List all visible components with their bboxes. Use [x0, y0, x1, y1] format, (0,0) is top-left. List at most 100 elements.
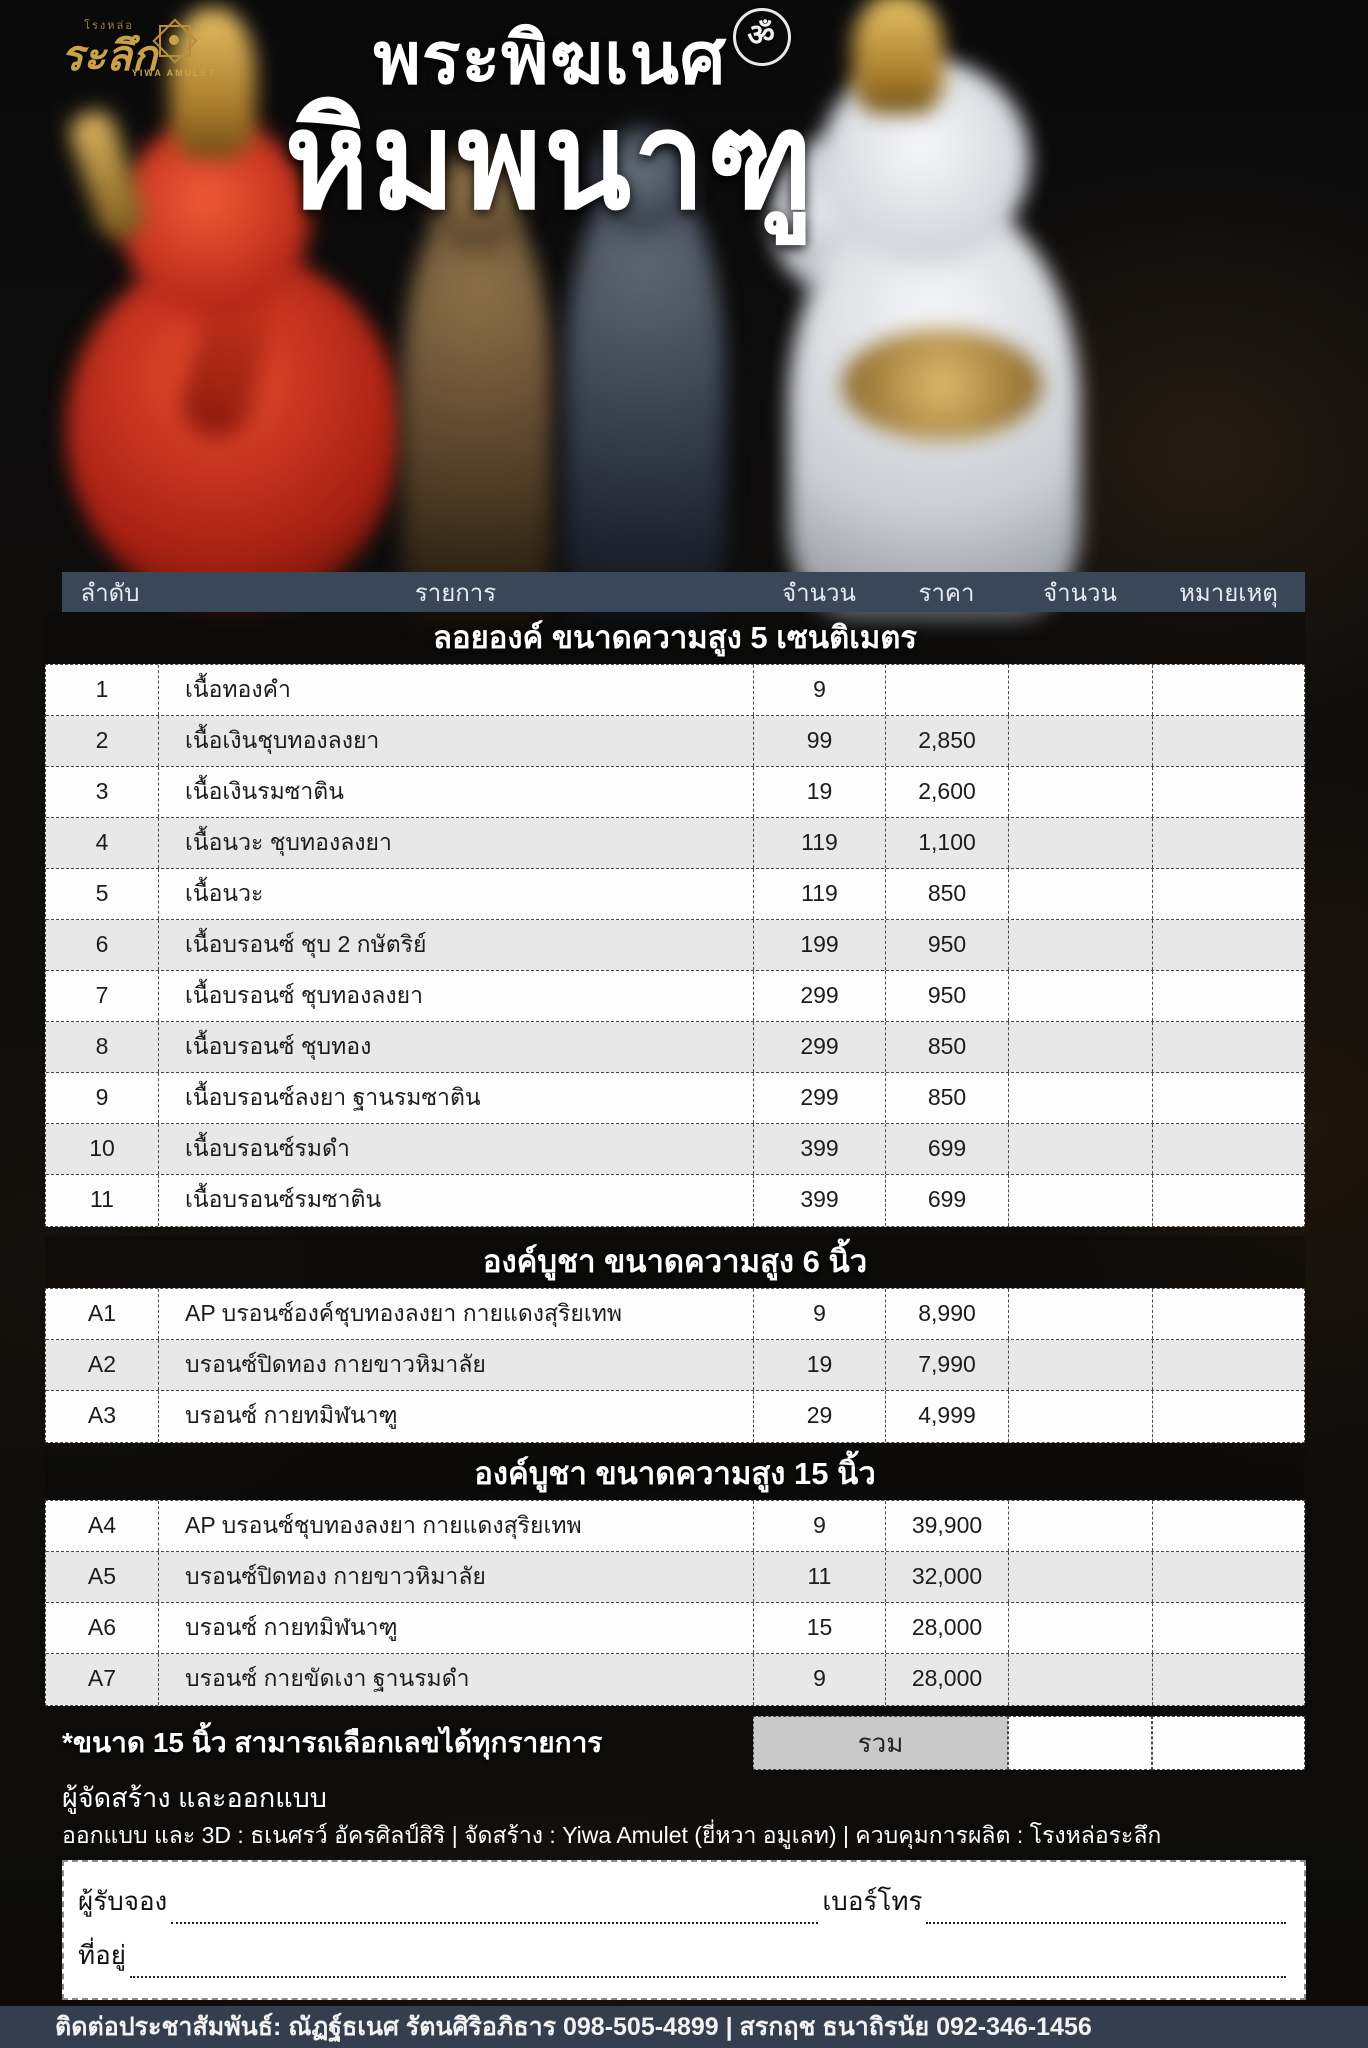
- row-item: เนื้อเงินชุบทองลงยา: [159, 716, 754, 766]
- address-fill-line: [130, 1946, 1286, 1978]
- row-no: 7: [46, 971, 159, 1021]
- row-no: 6: [46, 920, 159, 970]
- row-no: A5: [46, 1552, 159, 1602]
- row-qty: 399: [754, 1124, 886, 1174]
- row-order-qty-cell: [1009, 1124, 1153, 1174]
- hero-artwork: [0, 0, 1368, 680]
- row-qty: 29: [754, 1391, 886, 1442]
- price-list: ลอยองค์ ขนาดความสูง 5 เซนติเมตร 1 เนื้อทอง…: [45, 612, 1305, 1706]
- row-item: บรอนซ์ กายทมิฬนาฑู: [159, 1603, 754, 1653]
- bronze-statue-image: [402, 195, 552, 625]
- row-note-cell: [1153, 767, 1306, 817]
- row-order-qty-cell: [1009, 1654, 1153, 1705]
- row-order-qty-cell: [1009, 1073, 1153, 1123]
- row-note-cell: [1153, 971, 1306, 1021]
- column-header-price: ราคา: [918, 579, 975, 607]
- table-row: 5 เนื้อนวะ 119 850: [46, 869, 1304, 920]
- row-item: AP บรอนซ์องค์ชุบทองลงยา กายแดงสุริยเทพ: [159, 1289, 754, 1339]
- row-item: เนื้อทองคำ: [159, 665, 754, 715]
- row-no: 3: [46, 767, 159, 817]
- phone-fill-line: [926, 1892, 1286, 1924]
- row-item: เนื้อบรอนซ์รมดำ: [159, 1124, 754, 1174]
- table-row: 9 เนื้อบรอนซ์ลงยา ฐานรมซาติน 299 850: [46, 1073, 1304, 1124]
- orderer-line: ผู้รับจอง เบอร์โทร: [78, 1880, 1290, 1924]
- row-note-cell: [1153, 1391, 1306, 1442]
- raluek-logo-small-text: โรงหล่อ: [84, 20, 134, 32]
- yiwa-logo-text: YIWA AMULET: [131, 68, 217, 78]
- section-title: องค์บูชา ขนาดความสูง 6 นิ้ว: [45, 1236, 1305, 1288]
- row-price: 950: [886, 920, 1009, 970]
- row-note-cell: [1153, 1124, 1306, 1174]
- row-qty: 9: [754, 665, 886, 715]
- row-no: A3: [46, 1391, 159, 1442]
- row-price: 4,999: [886, 1391, 1009, 1442]
- total-note-cell: [1152, 1716, 1305, 1770]
- row-no: 1: [46, 665, 159, 715]
- address-line: ที่อยู่: [78, 1934, 1290, 1978]
- column-header-item: รายการ: [414, 579, 497, 607]
- row-order-qty-cell: [1009, 1289, 1153, 1339]
- total-label-cell: รวม: [753, 1716, 1008, 1770]
- yiwa-amulet-logo: YIWA AMULET: [128, 18, 220, 78]
- row-no: 2: [46, 716, 159, 766]
- table-row: A4 AP บรอนซ์ชุบทองลงยา กายแดงสุริยเทพ 9 39,…: [46, 1501, 1304, 1552]
- raluek-foundry-logo: โรงหล่อ ระลึก: [34, 16, 184, 78]
- row-note-cell: [1153, 665, 1306, 715]
- row-price: 32,000: [886, 1552, 1009, 1602]
- row-price: 28,000: [886, 1654, 1009, 1705]
- address-label: ที่อยู่: [78, 1940, 126, 1970]
- row-item: เนื้อบรอนซ์ลงยา ฐานรมซาติน: [159, 1073, 754, 1123]
- row-item: เนื้อเงินรมซาติน: [159, 767, 754, 817]
- row-order-qty-cell: [1009, 1501, 1153, 1551]
- table-row: A5 บรอนซ์ปิดทอง กายขาวหิมาลัย 11 32,000: [46, 1552, 1304, 1603]
- row-qty: 15: [754, 1603, 886, 1653]
- poster-title-line2: หิมพนาฑู: [284, 81, 816, 241]
- row-item: เนื้อบรอนซ์ ชุบ 2 กษัตริย์: [159, 920, 754, 970]
- row-price: 8,990: [886, 1289, 1009, 1339]
- row-order-qty-cell: [1009, 767, 1153, 817]
- makers-credit-line: ออกแบบ และ 3D : ธเนศรว์ อัครศิลป์สิริ | …: [62, 1822, 1162, 1848]
- row-order-qty-cell: [1009, 818, 1153, 868]
- table-row: A7 บรอนซ์ กายขัดเงา ฐานรมดำ 9 28,000: [46, 1654, 1304, 1705]
- row-price: 1,100: [886, 818, 1009, 868]
- table-row: A1 AP บรอนซ์องค์ชุบทองลงยา กายแดงสุริยเทพ…: [46, 1289, 1304, 1340]
- price-table: 1 เนื้อทองคำ 9 2 เนื้อเงินชุบทองลงยา 99 2,850 3…: [45, 664, 1305, 1227]
- row-no: A1: [46, 1289, 159, 1339]
- row-note-cell: [1153, 818, 1306, 868]
- contact-footer-bar: ติดต่อประชาสัมพันธ์: ณัฏฐ์ธเนศ รัตนศิริอ…: [0, 2006, 1368, 2048]
- row-item: บรอนซ์ กายขัดเงา ฐานรมดำ: [159, 1654, 754, 1705]
- row-note-cell: [1153, 1022, 1306, 1072]
- column-header-note: หมายเหตุ: [1179, 579, 1278, 607]
- row-price: 699: [886, 1124, 1009, 1174]
- raluek-logo-text: ระลึก: [60, 31, 158, 80]
- section-title: ลอยองค์ ขนาดความสูง 5 เซนติเมตร: [45, 612, 1305, 664]
- section-title: องค์บูชา ขนาดความสูง 15 นิ้ว: [45, 1448, 1305, 1500]
- row-note-cell: [1153, 1289, 1306, 1339]
- row-note-cell: [1153, 1654, 1306, 1705]
- table-row: 1 เนื้อทองคำ 9: [46, 665, 1304, 716]
- row-order-qty-cell: [1009, 716, 1153, 766]
- row-no: 9: [46, 1073, 159, 1123]
- table-section: องค์บูชา ขนาดความสูง 15 นิ้ว A4 AP บรอนซ์ช…: [45, 1448, 1305, 1706]
- total-order-qty-cell: [1008, 1716, 1152, 1770]
- row-qty: 299: [754, 971, 886, 1021]
- row-qty: 19: [754, 1340, 886, 1390]
- dark-statue-image: [565, 175, 725, 625]
- row-no: A2: [46, 1340, 159, 1390]
- white-ganesha-belt-image: [842, 330, 1042, 440]
- row-no: 10: [46, 1124, 159, 1174]
- row-no: A7: [46, 1654, 159, 1705]
- table-row: A2 บรอนซ์ปิดทอง กายขาวหิมาลัย 19 7,990: [46, 1340, 1304, 1391]
- row-order-qty-cell: [1009, 1603, 1153, 1653]
- row-order-qty-cell: [1009, 1552, 1153, 1602]
- row-qty: 9: [754, 1289, 886, 1339]
- total-row: *ขนาด 15 นิ้ว สามารถเลือกเลขได้ทุกรายการ…: [45, 1716, 1305, 1770]
- row-item: AP บรอนซ์ชุบทองลงยา กายแดงสุริยเทพ: [159, 1501, 754, 1551]
- row-item: เนื้อบรอนซ์ ชุบทองลงยา: [159, 971, 754, 1021]
- row-order-qty-cell: [1009, 920, 1153, 970]
- dark-statue-head-image: [592, 128, 692, 233]
- table-row: A6 บรอนซ์ กายทมิฬนาฑู 15 28,000: [46, 1603, 1304, 1654]
- row-item: เนื้อบรอนซ์ ชุบทอง: [159, 1022, 754, 1072]
- row-qty: 119: [754, 869, 886, 919]
